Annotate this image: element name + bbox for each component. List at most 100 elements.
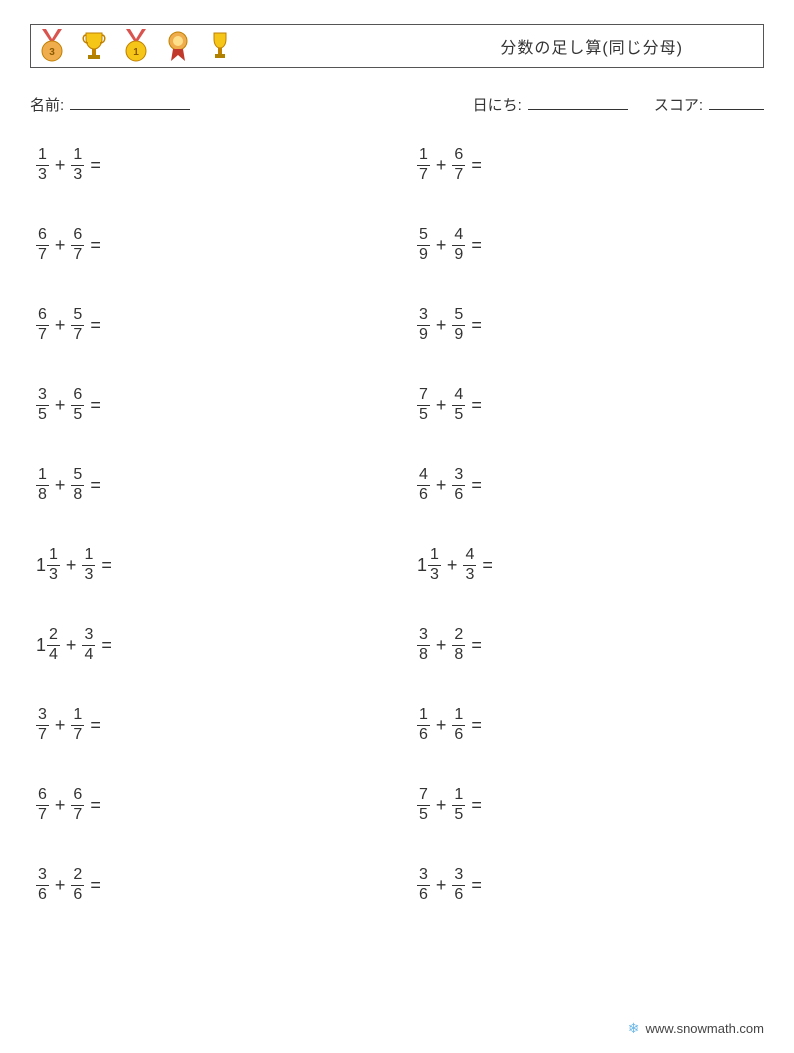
fraction: 18 (36, 467, 49, 504)
plus-operator: + (55, 235, 66, 256)
equals-sign: = (471, 635, 482, 656)
plus-operator: + (436, 795, 447, 816)
fraction: 36 (452, 467, 465, 504)
svg-text:3: 3 (49, 47, 55, 58)
equals-sign: = (90, 395, 101, 416)
equals-sign: = (482, 555, 493, 576)
worksheet-title: 分数の足し算(同じ分母) (500, 34, 753, 58)
fraction: 35 (36, 387, 49, 424)
fraction: 75 (417, 787, 430, 824)
fraction: 65 (71, 387, 84, 424)
denominator: 4 (82, 647, 95, 664)
problem: 67+67= (36, 785, 377, 825)
fraction: 24 (47, 627, 60, 664)
name-blank[interactable] (70, 95, 190, 110)
fraction: 13 (71, 147, 84, 184)
plus-operator: + (436, 315, 447, 336)
denominator: 9 (417, 327, 430, 344)
denominator: 6 (452, 727, 465, 744)
numerator: 1 (428, 547, 441, 564)
problem: 113+13= (36, 545, 377, 585)
denominator: 8 (71, 487, 84, 504)
problem: 17+67= (417, 145, 758, 185)
denominator: 3 (36, 167, 49, 184)
worksheet-page: 3 1 (0, 0, 794, 1053)
equals-sign: = (471, 315, 482, 336)
medal-bronze-icon: 3 (37, 28, 67, 64)
problem: 36+26= (36, 865, 377, 905)
problem: 38+28= (417, 625, 758, 665)
fraction: 67 (452, 147, 465, 184)
date-label: 日にち: (473, 94, 522, 115)
numerator: 3 (452, 467, 465, 484)
denominator: 5 (417, 407, 430, 424)
plus-operator: + (66, 635, 77, 656)
denominator: 5 (452, 807, 465, 824)
denominator: 7 (71, 327, 84, 344)
fraction: 67 (36, 787, 49, 824)
denominator: 5 (71, 407, 84, 424)
whole-number: 1 (36, 555, 46, 576)
trophy-cup-icon (205, 28, 235, 64)
equals-sign: = (90, 155, 101, 176)
plus-operator: + (55, 155, 66, 176)
denominator: 9 (452, 247, 465, 264)
fraction: 36 (452, 867, 465, 904)
numerator: 6 (36, 787, 49, 804)
denominator: 6 (417, 727, 430, 744)
equals-sign: = (471, 395, 482, 416)
denominator: 7 (36, 247, 49, 264)
denominator: 3 (47, 567, 60, 584)
problem: 75+45= (417, 385, 758, 425)
numerator: 1 (47, 547, 60, 564)
equals-sign: = (471, 715, 482, 736)
numerator: 4 (463, 547, 476, 564)
numerator: 4 (417, 467, 430, 484)
svg-text:1: 1 (133, 47, 139, 58)
numerator: 6 (36, 227, 49, 244)
footer: ❄ www.snowmath.com (628, 1020, 764, 1037)
equals-sign: = (101, 635, 112, 656)
numerator: 1 (36, 147, 49, 164)
numerator: 3 (417, 307, 430, 324)
plus-operator: + (55, 715, 66, 736)
numerator: 3 (417, 867, 430, 884)
equals-sign: = (90, 315, 101, 336)
equals-sign: = (471, 155, 482, 176)
denominator: 7 (71, 727, 84, 744)
numerator: 1 (417, 147, 430, 164)
numerator: 4 (452, 387, 465, 404)
denominator: 3 (71, 167, 84, 184)
meta-row: 名前: 日にち: スコア: (30, 94, 764, 115)
date-blank[interactable] (528, 95, 628, 110)
denominator: 7 (417, 167, 430, 184)
numerator: 5 (452, 307, 465, 324)
denominator: 7 (36, 727, 49, 744)
numerator: 3 (417, 627, 430, 644)
denominator: 6 (452, 487, 465, 504)
fraction: 67 (71, 787, 84, 824)
fraction: 39 (417, 307, 430, 344)
equals-sign: = (471, 235, 482, 256)
numerator: 2 (452, 627, 465, 644)
numerator: 7 (417, 387, 430, 404)
score-blank[interactable] (709, 95, 764, 110)
denominator: 3 (82, 567, 95, 584)
problem: 18+58= (36, 465, 377, 505)
equals-sign: = (90, 795, 101, 816)
numerator: 2 (47, 627, 60, 644)
problem: 75+15= (417, 785, 758, 825)
problem: 124+34= (36, 625, 377, 665)
numerator: 5 (417, 227, 430, 244)
equals-sign: = (90, 875, 101, 896)
numerator: 6 (36, 307, 49, 324)
problem: 46+36= (417, 465, 758, 505)
equals-sign: = (90, 235, 101, 256)
numerator: 1 (417, 707, 430, 724)
denominator: 6 (452, 887, 465, 904)
problem: 113+43= (417, 545, 758, 585)
fraction: 43 (463, 547, 476, 584)
fraction: 13 (47, 547, 60, 584)
numerator: 6 (452, 147, 465, 164)
denominator: 9 (417, 247, 430, 264)
